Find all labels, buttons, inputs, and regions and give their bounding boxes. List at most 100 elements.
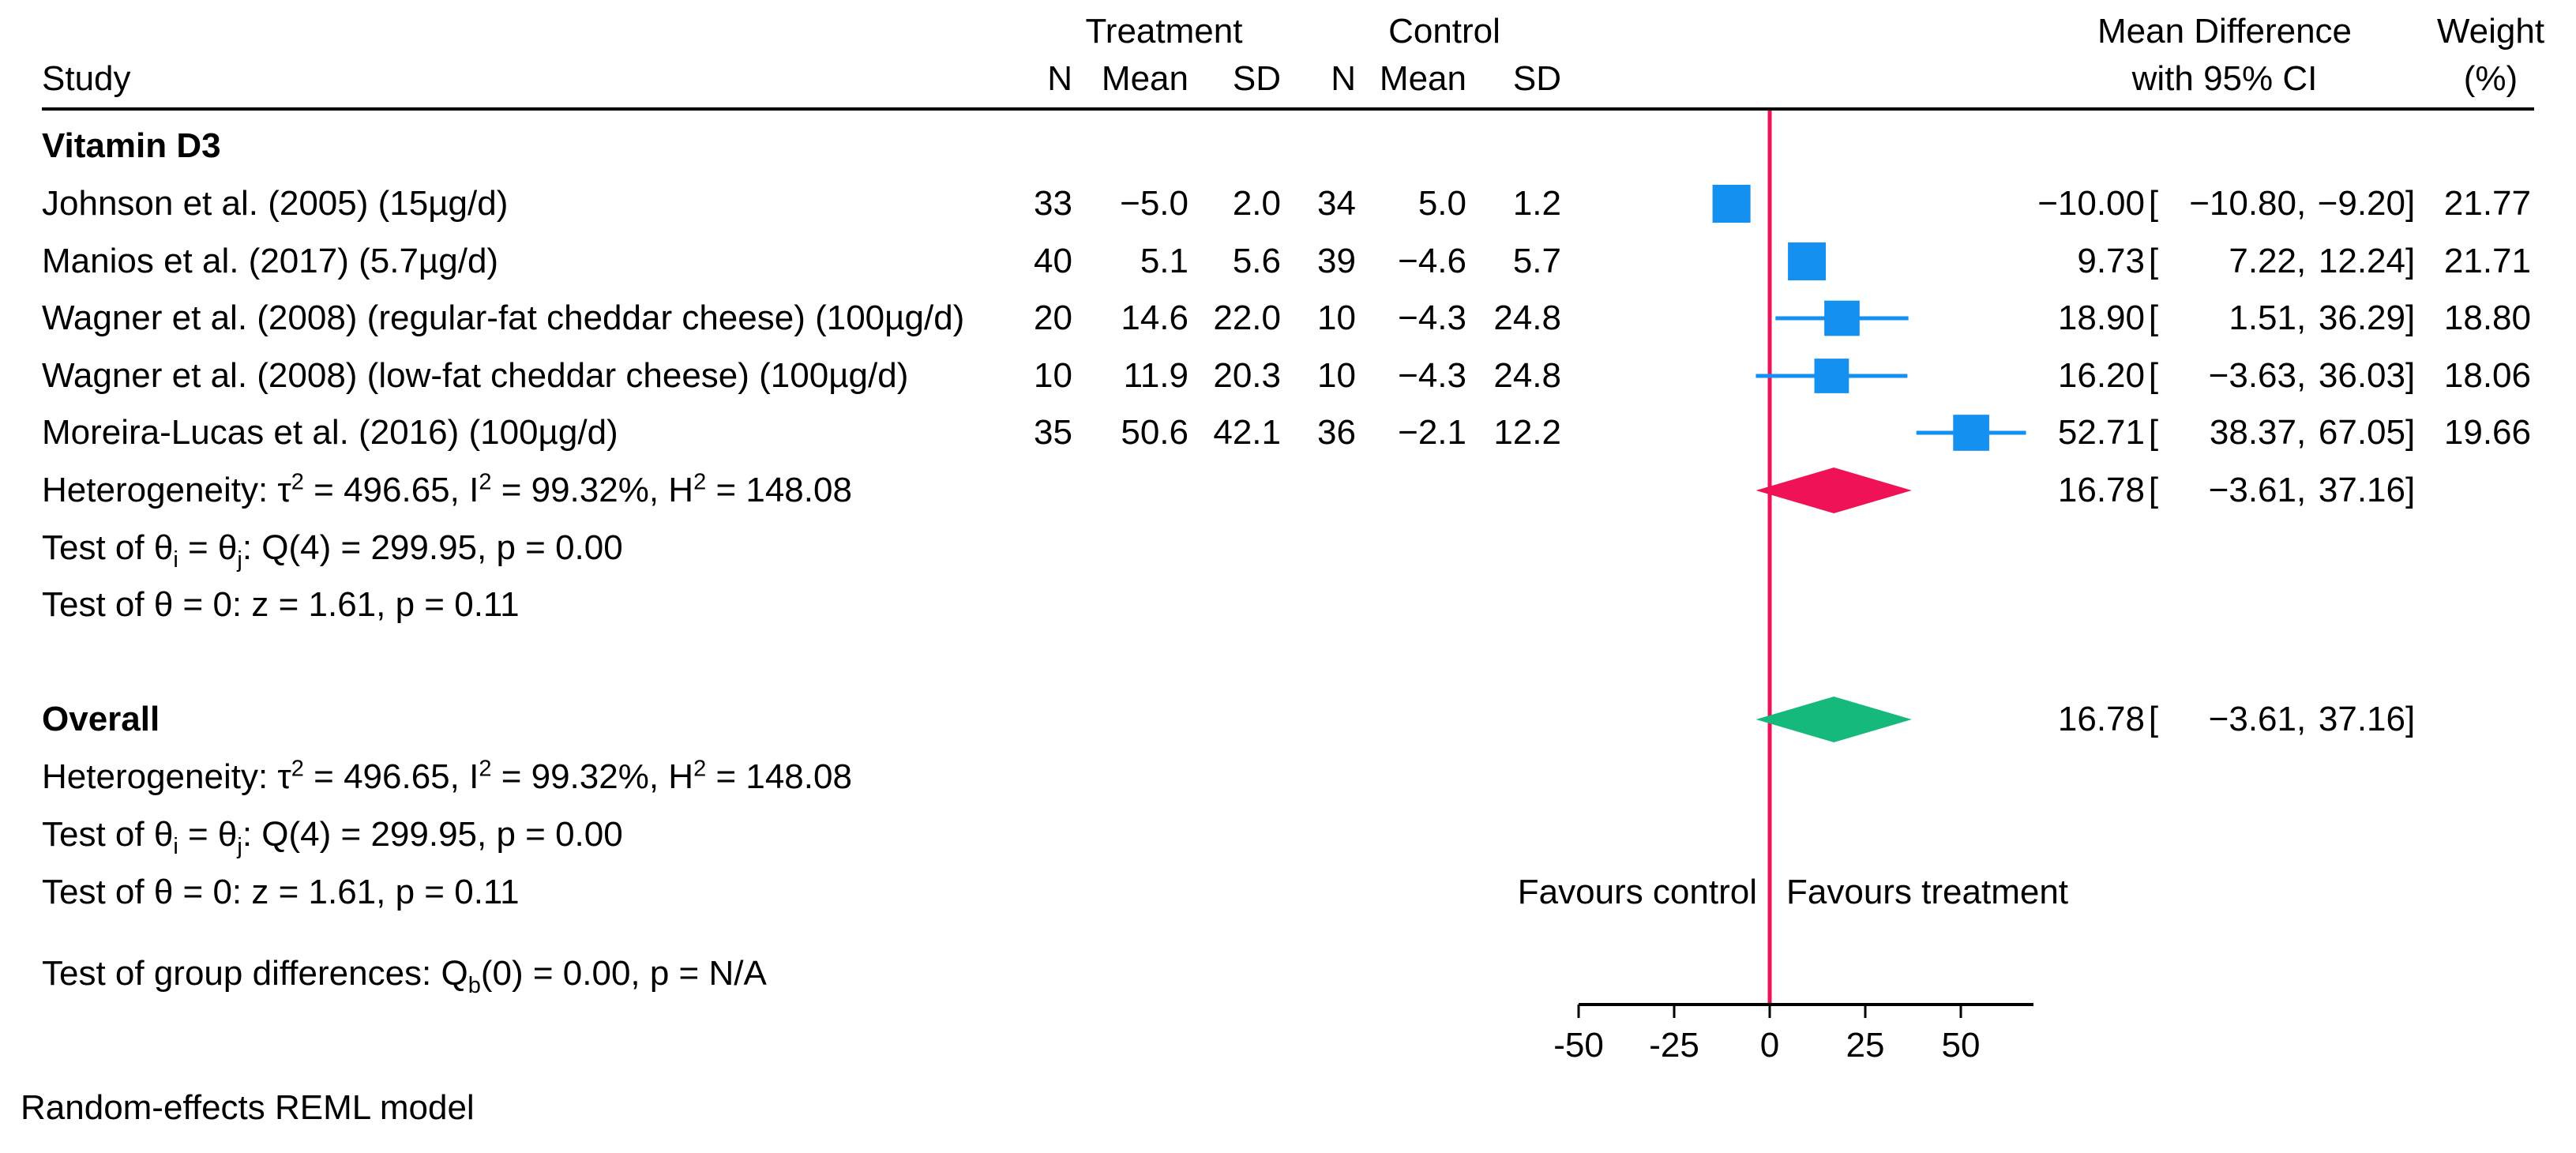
table-row: Manios et al. (2017) (5.7µg/d) 40 5.1 5.… [0,238,2576,285]
study-label: Manios et al. (2017) (5.7µg/d) [42,242,499,280]
treatment-sd: 42.1 [1213,413,1281,452]
subgroup-heterogeneity-row: Heterogeneity: τ2 = 496.65, I2 = 99.32%,… [0,467,2576,514]
subgroup-pooled-estimate: 16.78[−3.61, 37.16] [1974,467,2418,514]
ci-upper: 36.03 [2318,356,2405,395]
ci-upper: −9.20 [2317,184,2405,223]
ci-close-bracket: ] [2405,299,2416,337]
control-mean: −2.1 [1398,413,1466,452]
study-label: Wagner et al. (2008) (regular-fat chedda… [42,299,965,337]
subgroup-test-z-row: Test of θ = 0: z = 1.61, p = 0.11 [0,581,2576,629]
weight-value: 19.66 [2443,413,2531,452]
ci-open-bracket: [ [2148,413,2159,452]
ci-open-bracket: [ [2148,299,2159,337]
test-z-text: Test of θ = 0: z = 1.61, p = 0.11 [42,873,520,911]
ci-close-bracket: ] [2405,356,2416,395]
control-n-header: N [1331,59,1356,98]
ci-close-bracket: ] [2405,413,2416,452]
overall-test-z-row: Test of θ = 0: z = 1.61, p = 0.11 [0,869,2576,916]
effect-estimate: 9.73[7.22, 12.24] [1974,238,2418,285]
treatment-n: 35 [1034,413,1072,452]
control-sd-header: SD [1512,59,1561,98]
ci-upper: 67.05 [2318,413,2405,452]
group-difference-text: Test of group differences: Qb(0) = 0.00,… [42,954,767,998]
x-axis-tick-label: -25 [1649,1026,1699,1065]
overall-row: Overall 16.78[−3.61, 37.16] [0,696,2576,743]
test-q-text: Test of θi = θj: Q(4) = 299.95, p = 0.00 [42,528,623,573]
weight-value: 21.71 [2443,242,2531,280]
ci-close-bracket: ] [2405,184,2416,223]
treatment-mean: −5.0 [1120,184,1188,223]
ci-open-bracket: [ [2148,700,2159,738]
ci-separator: , [2296,471,2307,509]
study-label: Moreira-Lucas et al. (2016) (100µg/d) [42,413,618,452]
control-mean-header: Mean [1379,59,1466,98]
md-value: 9.73 [2077,242,2145,280]
effect-estimate: −10.00[−10.80, −9.20] [1974,180,2418,227]
group-difference-row: Test of group differences: Qb(0) = 0.00,… [0,950,2576,997]
table-row: Wagner et al. (2008) (low-fat cheddar ch… [0,352,2576,400]
treatment-group-header: Treatment [1085,12,1243,51]
subgroup-header-row: Vitamin D3 [0,122,2576,170]
weight-value: 21.77 [2443,184,2531,223]
treatment-n: 33 [1034,184,1072,223]
ci-close-bracket: ] [2405,471,2416,509]
control-n: 34 [1317,184,1356,223]
treatment-mean: 11.9 [1123,356,1188,395]
study-label: Wagner et al. (2008) (low-fat cheddar ch… [42,356,909,395]
control-sd: 1.2 [1512,184,1561,223]
x-axis-tick-label: -50 [1553,1026,1604,1065]
test-q-text: Test of θi = θj: Q(4) = 299.95, p = 0.00 [42,815,623,859]
table-row: Moreira-Lucas et al. (2016) (100µg/d) 35… [0,409,2576,456]
ci-open-bracket: [ [2148,242,2159,280]
weight-header-line2: (%) [2463,59,2518,98]
ci-lower: 7.22 [2229,242,2296,280]
ci-lower: −10.80 [2189,184,2296,223]
ci-separator: , [2296,242,2307,280]
ci-upper: 37.16 [2318,471,2405,509]
ci-lower: −3.61 [2208,700,2296,738]
control-mean: −4.3 [1398,299,1466,337]
control-mean: 5.0 [1418,184,1466,223]
effect-estimate: 18.90[1.51, 36.29] [1974,295,2418,342]
md-value: 16.78 [2057,700,2145,738]
control-n: 10 [1317,356,1356,395]
overall-pooled-estimate: 16.78[−3.61, 37.16] [1974,696,2418,743]
heterogeneity-text: Heterogeneity: τ2 = 496.65, I2 = 99.32%,… [42,469,852,509]
overall-test-q-row: Test of θi = θj: Q(4) = 299.95, p = 0.00 [0,811,2576,858]
column-header-row: Study N Mean SD N Mean SD with 95% CI (%… [0,55,2576,103]
ci-separator: , [2296,299,2307,337]
ci-upper: 12.24 [2318,242,2405,280]
control-n: 36 [1317,413,1356,452]
ci-upper: 36.29 [2318,299,2405,337]
ci-lower: −3.63 [2208,356,2296,395]
ci-separator: , [2296,356,2307,395]
heterogeneity-text: Heterogeneity: τ2 = 496.65, I2 = 99.32%,… [42,756,852,796]
favours-row: Favours control Favours treatment [0,869,2576,916]
column-group-header-row: Treatment Control Mean Difference Weight [0,8,2576,55]
ci-close-bracket: ] [2405,242,2416,280]
treatment-n: 40 [1034,242,1072,280]
favours-control-label: Favours control [1517,873,1757,911]
study-column-header: Study [42,59,131,98]
effect-estimate: 52.71[38.37, 67.05] [1974,409,2418,456]
study-label: Johnson et al. (2005) (15µg/d) [42,184,509,223]
effect-header-line1: Mean Difference [2097,12,2353,51]
x-axis-tick-label: 0 [1760,1026,1779,1065]
ci-lower: −3.61 [2208,471,2296,509]
treatment-mean: 14.6 [1121,299,1188,337]
effect-estimate: 16.20[−3.63, 36.03] [1974,352,2418,400]
treatment-mean-header: Mean [1101,59,1188,98]
ci-open-bracket: [ [2148,356,2159,395]
ci-upper: 37.16 [2318,700,2405,738]
control-mean: −4.6 [1398,242,1466,280]
subgroup-test-q-row: Test of θi = θj: Q(4) = 299.95, p = 0.00 [0,524,2576,572]
md-value: 16.78 [2057,471,2145,509]
test-z-text: Test of θ = 0: z = 1.61, p = 0.11 [42,585,520,624]
control-group-header: Control [1388,12,1500,51]
weight-header-line1: Weight [2436,12,2545,51]
model-note-row: Random-effects REML model [0,1084,2576,1132]
favours-treatment-label: Favours treatment [1786,873,2069,911]
control-n: 10 [1317,299,1356,337]
control-sd: 24.8 [1493,356,1561,395]
